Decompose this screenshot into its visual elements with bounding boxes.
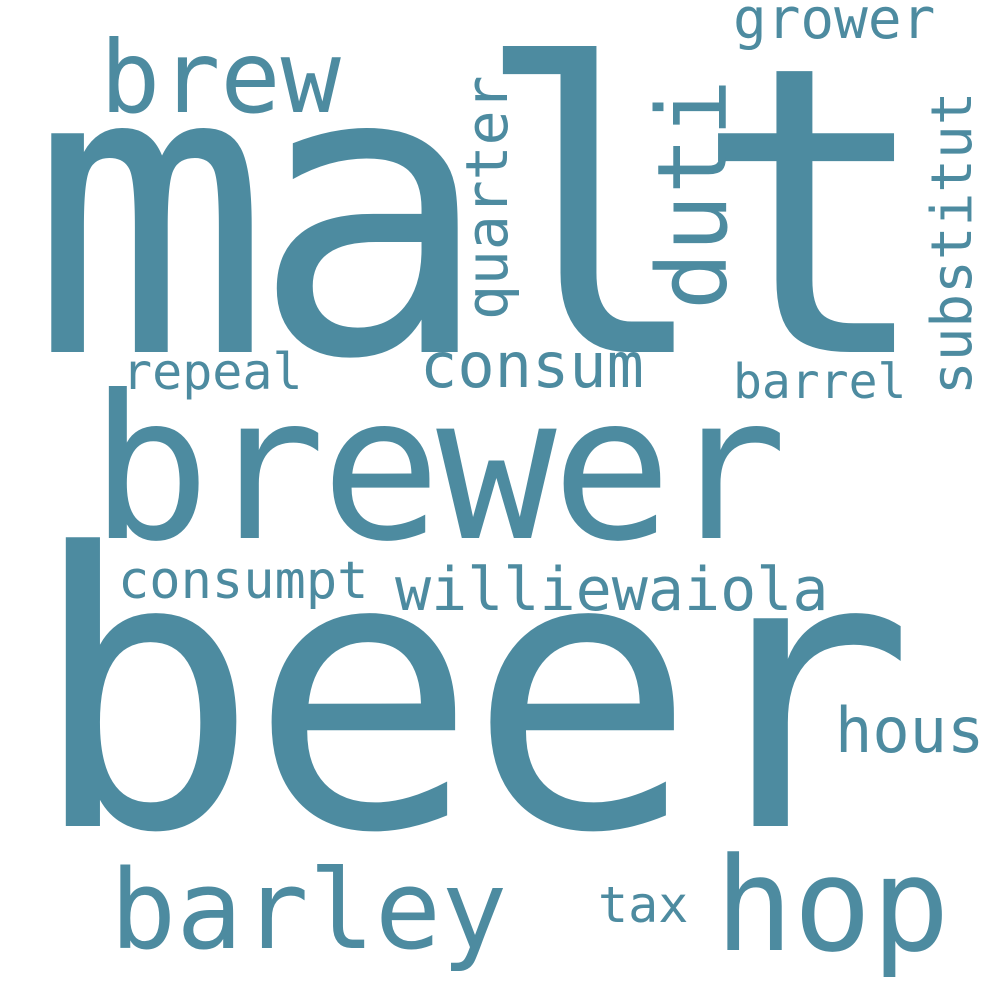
word-barrel: barrel [733,354,907,410]
word-hous: hous [835,694,985,767]
word-repeal: repeal [122,343,303,401]
word-hop: hop [715,829,950,981]
word-brewer: brewer [90,353,787,586]
word-quarter: quarter [453,75,521,320]
word-substitut: substitut [920,91,985,395]
word-malt: malt [30,0,933,447]
word-consum: consum [420,329,644,402]
word-brew: brew [100,19,341,136]
word-grower: grower [733,0,936,52]
word-beer: beer [30,473,915,916]
word-consumpt: consumpt [118,551,369,611]
word-duti: duti [637,78,749,310]
word-tax: tax [598,876,689,934]
word-williewaiola: williewaiola [395,555,829,625]
word-barley: barley [110,846,508,974]
